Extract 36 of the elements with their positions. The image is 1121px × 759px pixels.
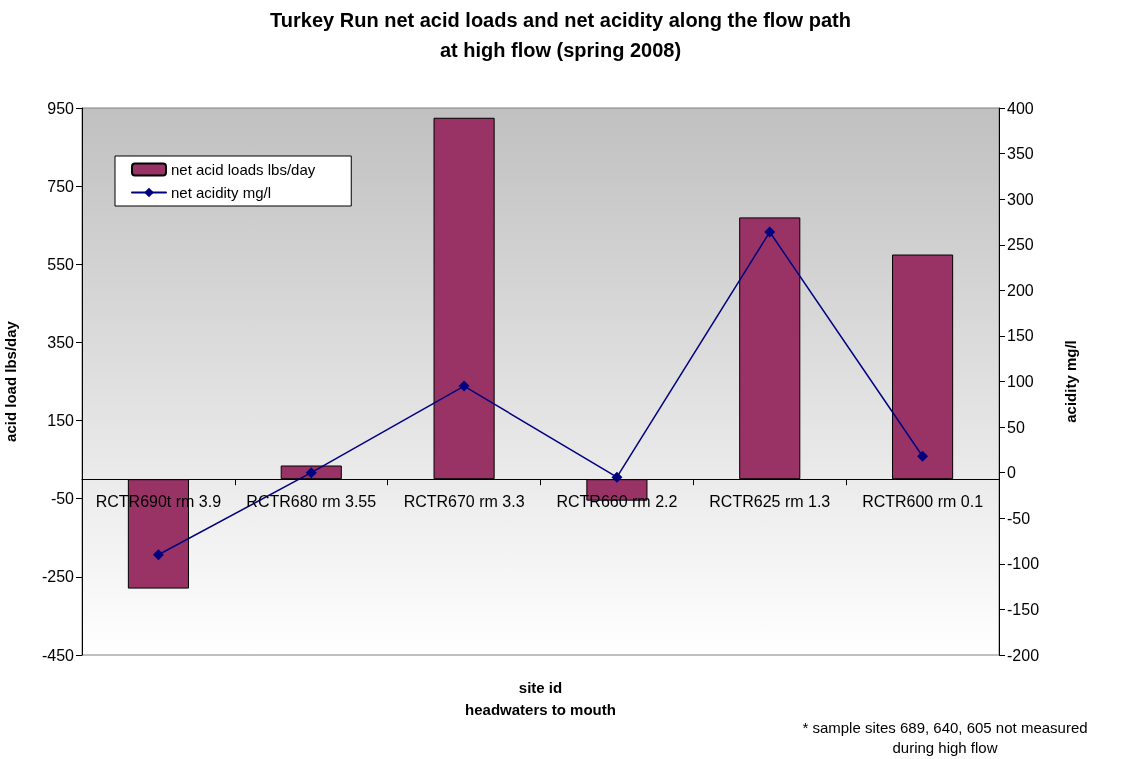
chart-title: Turkey Run net acid loads and net acidity along the flow path at high flow (spring 2008) <box>270 9 851 61</box>
y2-tick-label: 400 <box>1007 99 1034 117</box>
point <box>764 226 776 238</box>
y-tick-label: 750 <box>47 177 75 195</box>
y-tick-label: -450 <box>41 646 75 664</box>
y2-tick-label: 100 <box>1007 373 1034 390</box>
y2-tick-label: 250 <box>1007 236 1034 254</box>
y-tick-label: -250 <box>41 568 75 586</box>
x-tick-label: RCTR625 rm 1.3 <box>709 492 831 510</box>
y2-tick-label: -200 <box>1007 646 1040 664</box>
y2-tick-label: -150 <box>1007 600 1040 618</box>
y-tick-label: 950 <box>47 99 75 117</box>
point <box>305 467 317 479</box>
y2-tick-label: 50 <box>1007 418 1025 436</box>
y2-tick-label: -50 <box>1007 509 1031 527</box>
legend-label: net acidity mg/l <box>171 184 272 201</box>
y2-tick-label: 150 <box>1007 327 1034 345</box>
y-tick-label: -50 <box>50 490 75 508</box>
point <box>917 450 929 462</box>
x-tick-label: RCTR670 rm 3.3 <box>403 492 525 510</box>
point <box>152 549 164 561</box>
y2-tick-label: 200 <box>1007 281 1034 299</box>
y2-tick-label: 350 <box>1007 145 1034 163</box>
y2-tick-label: 0 <box>1007 464 1016 482</box>
x-axis-title: site id headwaters to mouth <box>465 678 616 718</box>
y-tick-label: 150 <box>47 412 75 430</box>
text: * sample sites 689, 640, 605 not measured during high flow <box>802 718 1088 756</box>
y2-tick-label: 300 <box>1007 190 1034 208</box>
point <box>458 380 470 392</box>
y2-tick-label: -100 <box>1007 555 1040 573</box>
y2-axis-title: acidity mg/l <box>1062 340 1079 423</box>
legend-label: net acid loads lbs/day <box>171 161 316 178</box>
x-tick-label: RCTR600 rm 0.1 <box>862 492 984 510</box>
y-tick-label: 350 <box>47 333 75 351</box>
y-axis-title: acid load lbs/day <box>2 320 19 442</box>
y-tick-label: 550 <box>47 255 75 273</box>
